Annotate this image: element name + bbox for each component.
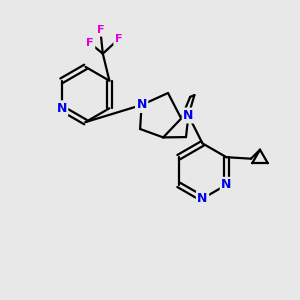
Text: F: F (97, 25, 104, 35)
Text: N: N (183, 109, 194, 122)
Text: N: N (221, 178, 232, 191)
Text: F: F (86, 38, 94, 48)
Text: N: N (56, 102, 67, 115)
Text: N: N (136, 98, 147, 112)
Text: F: F (115, 34, 122, 44)
Text: N: N (197, 192, 208, 205)
